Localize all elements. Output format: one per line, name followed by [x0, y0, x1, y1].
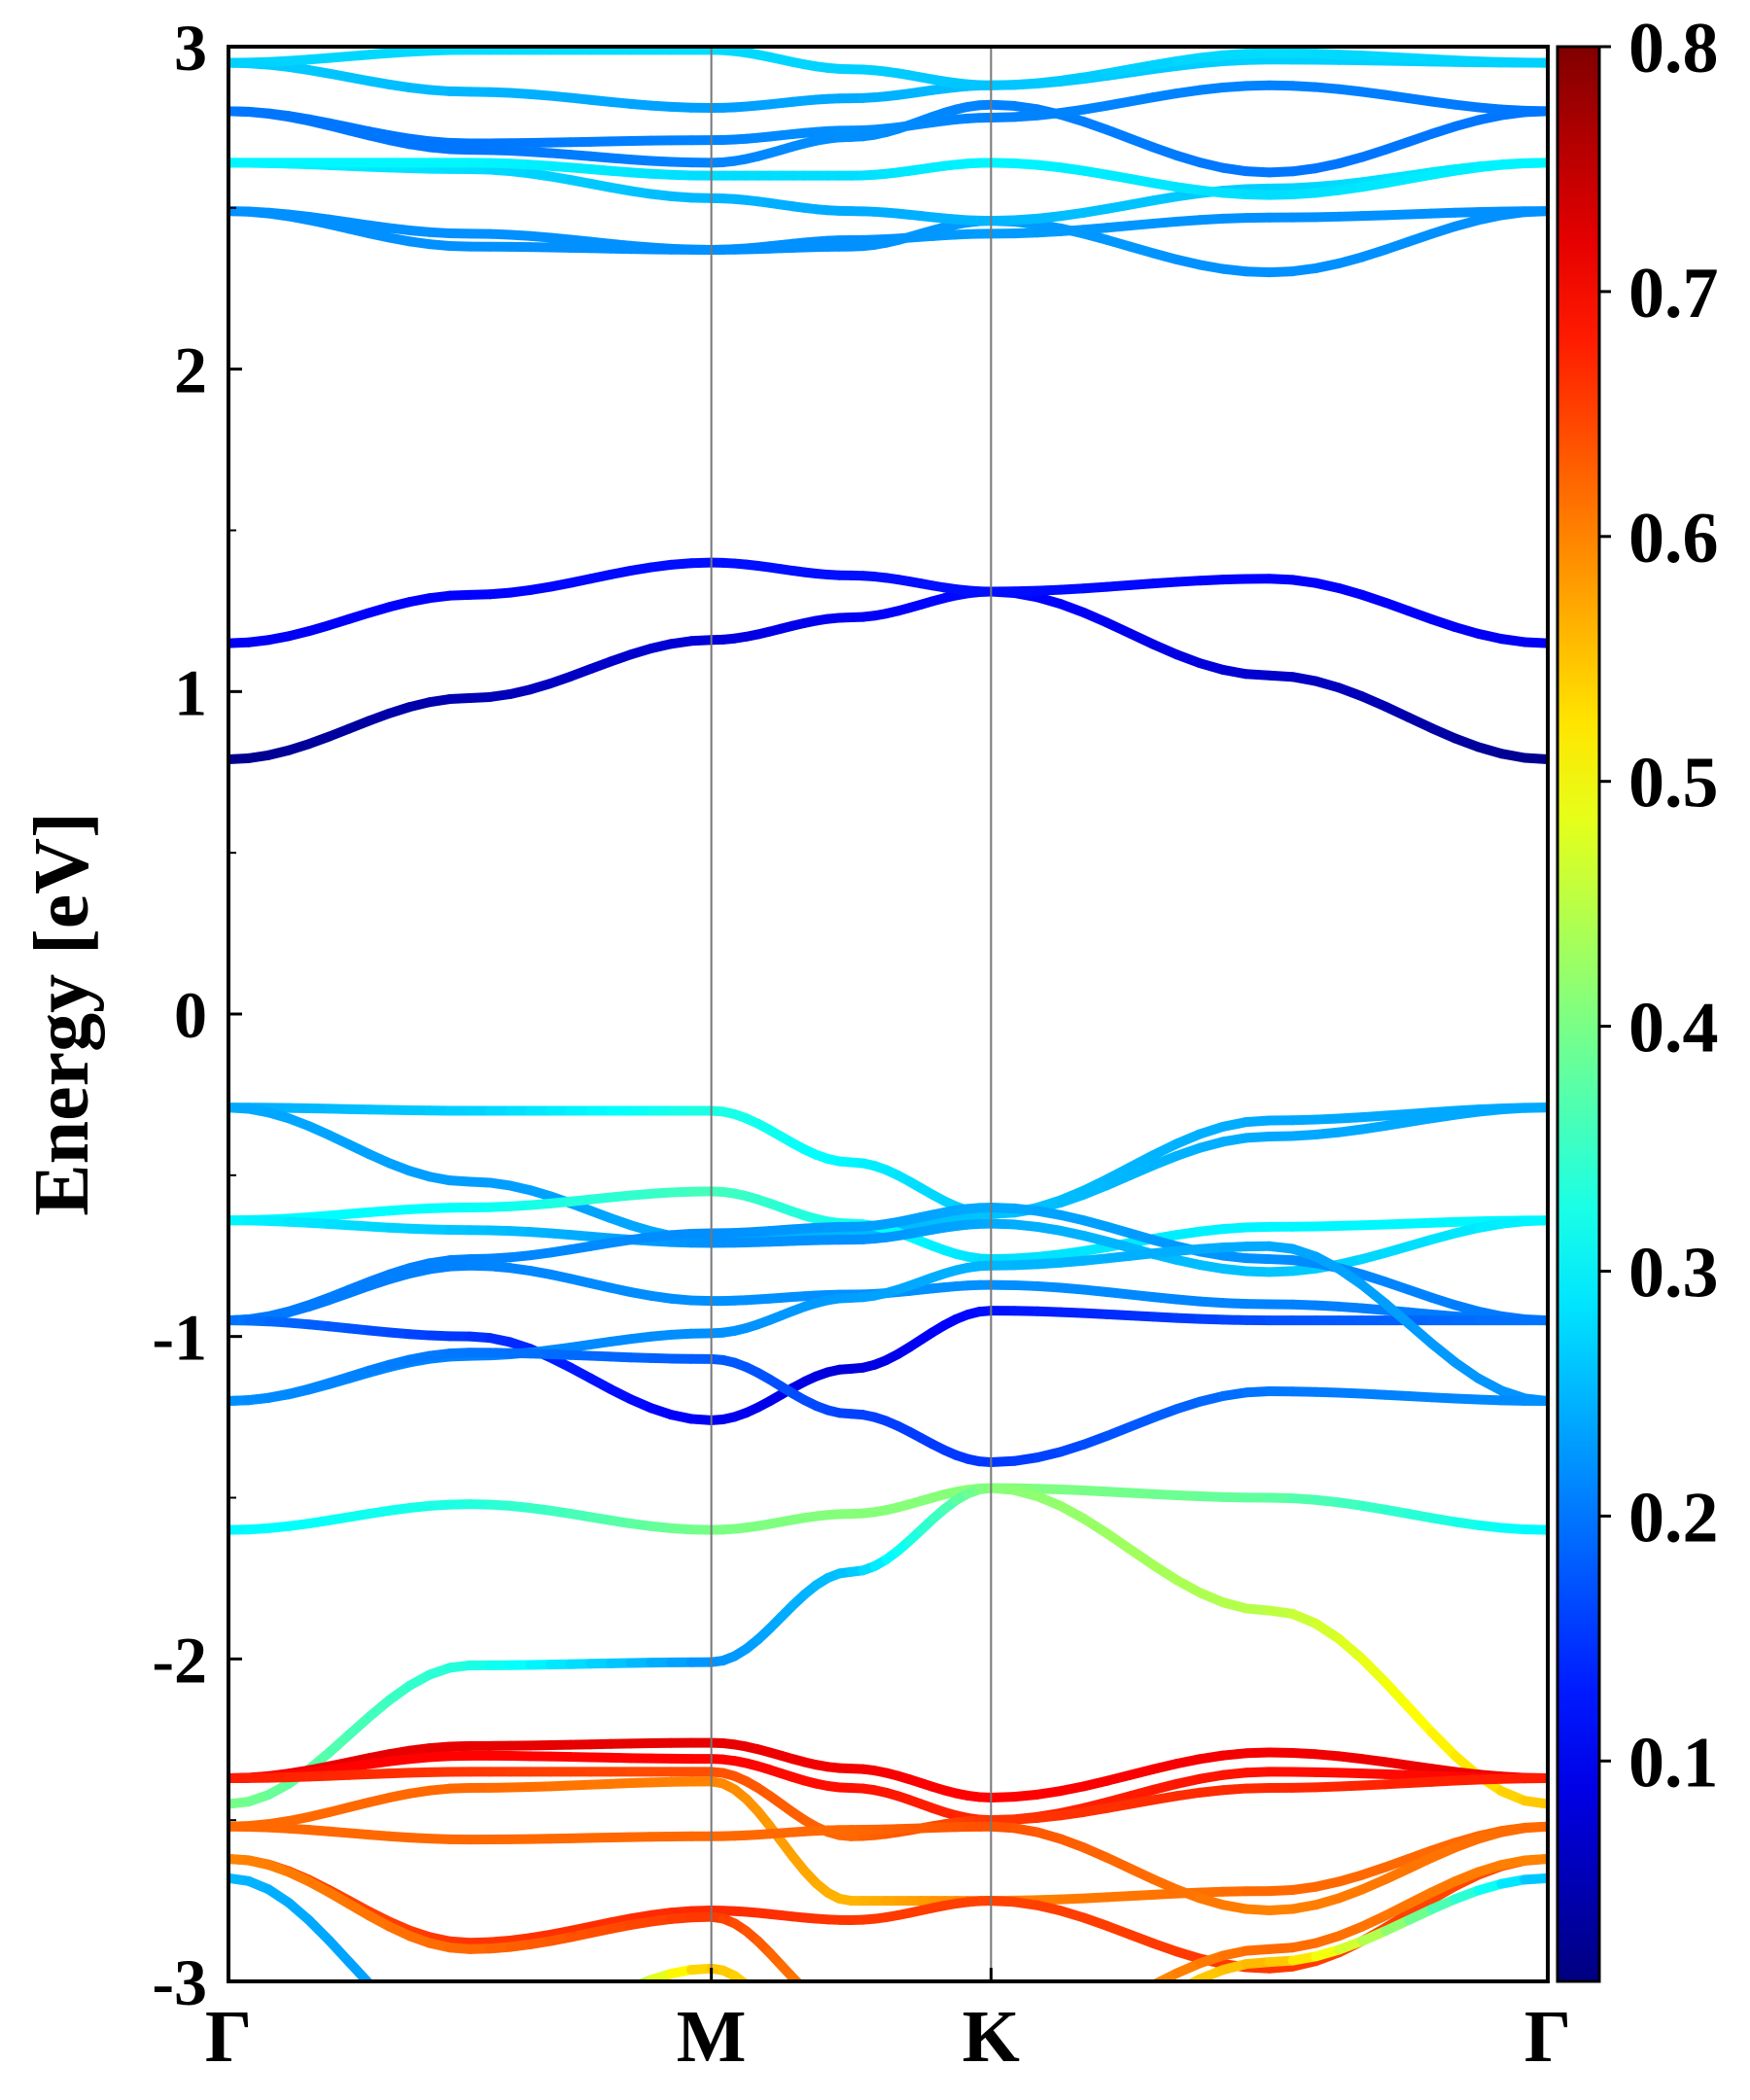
bands-layer — [228, 47, 1548, 2079]
band-20-segment — [1357, 1654, 1390, 1688]
band-28-segment — [1107, 2020, 1131, 2035]
band-28-segment — [390, 2004, 410, 2021]
x-tick-label: Γ — [205, 1996, 252, 2078]
y-tick-label: -1 — [152, 1301, 207, 1375]
band-20-segment — [1334, 1633, 1368, 1664]
band-27-segment — [944, 2038, 956, 2041]
band-17-segment — [1357, 1279, 1390, 1309]
band-28-segment — [770, 2010, 782, 2024]
band-13-segment — [1520, 1215, 1548, 1227]
band-28-segment — [782, 2023, 793, 2038]
colorbar-tick-label: 0.3 — [1628, 1233, 1719, 1312]
band-28-segment — [324, 1935, 355, 1968]
band-28-segment — [1061, 2049, 1084, 2061]
band-27-segment — [852, 2013, 863, 2014]
band-28-segment — [571, 2008, 591, 2017]
band-28-segment — [840, 2077, 852, 2079]
band-27-segment — [1107, 1998, 1131, 2011]
band-28-segment — [828, 2071, 840, 2077]
colorbar-tick-label: 0.7 — [1628, 254, 1719, 333]
band-27-segment — [828, 2008, 840, 2012]
band-27-segment — [921, 2030, 932, 2034]
band-27-segment — [1084, 2010, 1107, 2021]
band-28-segment — [611, 1988, 631, 1998]
band-28-segment — [1037, 2061, 1061, 2070]
y-tick-label: 2 — [174, 333, 207, 407]
band-28-segment — [1084, 2035, 1107, 2048]
band-28-segment — [1131, 2005, 1154, 2019]
band-28-segment — [1153, 1991, 1176, 2005]
plot-frame — [227, 45, 1550, 1983]
band-27-segment — [897, 2021, 909, 2025]
band-20-segment — [1520, 1796, 1548, 1809]
high-symmetry-lines — [710, 47, 993, 1981]
band-17-segment — [1380, 1298, 1414, 1329]
band-19-segment — [1520, 1524, 1548, 1535]
band-27-segment — [817, 2000, 828, 2008]
band-27-segment — [909, 2025, 921, 2029]
band-28-segment — [805, 2050, 817, 2062]
band-28-segment — [758, 1996, 770, 2010]
colorbar-tick-label: 0.5 — [1628, 744, 1719, 823]
band-28-segment — [409, 2021, 430, 2035]
y-tick-label: 3 — [174, 11, 207, 85]
band-17-segment — [1403, 1318, 1437, 1349]
band-28-segment — [365, 1978, 374, 1981]
band-5-segment — [1520, 158, 1548, 168]
band-20-segment — [1380, 1677, 1414, 1713]
band-17-segment — [1426, 1339, 1460, 1368]
y-tick-label: 1 — [174, 655, 207, 729]
colorbar-tick-label: 0.4 — [1628, 989, 1719, 1068]
y-tick-label: -2 — [152, 1623, 207, 1697]
band-28-segment — [510, 2035, 531, 2041]
band-28-segment — [530, 2026, 550, 2034]
band-27-segment — [805, 1989, 817, 1999]
band-27-segment — [862, 2014, 874, 2016]
band-27-segment — [874, 2015, 886, 2018]
band-28-segment — [742, 1979, 751, 1981]
band-27-segment — [1520, 1853, 1548, 1866]
y-axis-ticks: -3 -2 -1 0 1 2 3 — [152, 11, 242, 2019]
y-tick-label: -3 — [152, 1945, 207, 2019]
colorbar-tick-label: 0.6 — [1628, 499, 1719, 578]
band-3-segment — [1520, 206, 1548, 218]
band-27-segment — [1061, 2021, 1084, 2031]
band-28-segment — [793, 2038, 805, 2051]
band-27-segment — [840, 2012, 852, 2013]
band-28-segment — [450, 2043, 471, 2046]
colorbar-tick-label: 0.2 — [1628, 1478, 1719, 1558]
x-tick-label: M — [677, 1996, 747, 2078]
colorbar-tick-label: 0.8 — [1628, 9, 1719, 88]
band-20-segment — [1426, 1727, 1460, 1761]
x-tick-label: K — [962, 1996, 1020, 2078]
band-28-segment — [490, 2041, 510, 2045]
x-tick-label: Γ — [1524, 1996, 1571, 2078]
band-28-segment — [590, 1997, 611, 2007]
y-axis-label: Energy [eV] — [19, 812, 105, 1215]
colorbar-tick-label: 0.1 — [1628, 1723, 1719, 1802]
band-27-segment — [1149, 1979, 1157, 1981]
y-tick-label: 0 — [174, 978, 207, 1052]
band-28-segment — [1520, 1872, 1548, 1885]
colorbar — [1556, 45, 1601, 1983]
colorbar-ticks: 0.1 0.2 0.3 0.4 0.5 0.6 0.7 0.8 — [1599, 9, 1719, 1802]
band-28-segment — [470, 2045, 490, 2046]
band-27-segment — [1037, 2032, 1061, 2040]
band-1-segment — [1520, 637, 1548, 648]
band-0-segment — [1520, 752, 1548, 764]
band-27-segment — [886, 2018, 897, 2021]
band-28-segment — [550, 2017, 571, 2027]
band-20-segment — [1403, 1702, 1437, 1737]
band-25-segment — [1520, 1821, 1548, 1834]
band-28-segment — [430, 2035, 450, 2044]
band-27-segment — [932, 2034, 944, 2038]
band-28-segment — [817, 2062, 828, 2071]
